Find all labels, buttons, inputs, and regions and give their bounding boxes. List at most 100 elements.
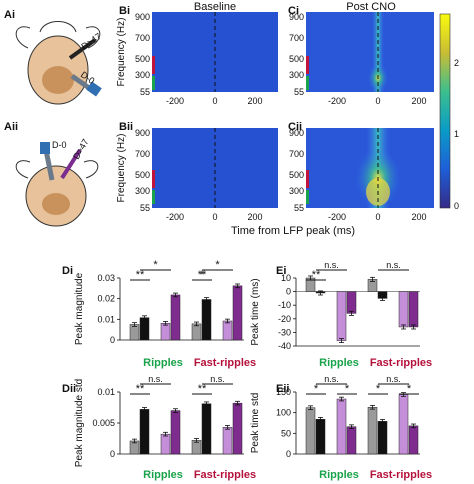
bar (222, 320, 233, 341)
svg-text:0: 0 (375, 96, 380, 106)
bar (346, 426, 357, 455)
y-axis-label: Peak time (ms) (250, 278, 261, 345)
svg-text:200: 200 (247, 96, 262, 106)
y-tick-label: 0.03 (97, 273, 115, 283)
group-label: Ripples (319, 357, 359, 369)
panel-label-eii: Eii (276, 383, 289, 395)
panel-label-cii: Cii (288, 121, 302, 133)
chart-dii: 0.01 0.005 0 Peak magnitude std Ripples Fast-… (74, 374, 256, 481)
sig-label: n.s. (324, 260, 339, 270)
svg-text:900: 900 (289, 128, 304, 138)
svg-text:300: 300 (289, 186, 304, 196)
svg-text:-200: -200 (328, 96, 346, 106)
colorbar-ticks: 2 1 0 (454, 58, 459, 211)
colorbar (439, 13, 451, 209)
y-axis-label: Peak magnitude (74, 272, 85, 345)
y-tick-label: -40 (278, 341, 291, 351)
svg-text:500: 500 (289, 54, 304, 64)
y-tick-label: 0 (110, 335, 115, 345)
mouse-illustration-bottom: D-0 D>47 (15, 137, 99, 227)
panel-label-dii: Dii (62, 383, 76, 395)
chart-eii: 150 100 50 0 Peak time std Ripples Fast-ripple… (250, 374, 432, 481)
band-markers (152, 56, 309, 204)
bar (170, 294, 181, 341)
svg-text:500: 500 (289, 170, 304, 180)
spectrogram-bi (152, 12, 278, 92)
svg-text:1: 1 (454, 129, 459, 139)
y-tick-label: 0 (286, 449, 291, 459)
panel-label-bii: Bii (119, 121, 133, 133)
svg-text:500: 500 (135, 54, 150, 64)
panel-label-ai: Ai (4, 9, 15, 21)
sig-label: n.s. (386, 374, 401, 384)
svg-text:55: 55 (140, 87, 150, 97)
sig-label: n.s. (324, 374, 339, 384)
svg-text:0: 0 (212, 96, 217, 106)
spectrogram-bii (152, 128, 278, 208)
sig-label: n.s. (148, 374, 163, 384)
bar (398, 291, 409, 328)
y-tick-label: 100 (276, 408, 291, 418)
sig-label: * (153, 259, 158, 271)
mouse-illustration-top: D>47 D-0 (15, 21, 103, 105)
svg-text:0: 0 (212, 212, 217, 222)
bar (336, 291, 347, 341)
svg-text:0: 0 (454, 201, 459, 211)
y-tick-label: -10 (278, 300, 291, 310)
spec-yticks-bottom: 900 700 500 300 55 900 700 500 300 55 (135, 128, 304, 213)
y-axis-label: Peak time std (250, 393, 261, 454)
y-tick-label: 0.02 (97, 294, 115, 304)
label-d0-bottom: D-0 (52, 140, 67, 150)
title-baseline: Baseline (194, 1, 236, 13)
sig-label: ** (198, 269, 207, 281)
label-d47-bottom: D>47 (71, 137, 91, 161)
svg-text:300: 300 (289, 70, 304, 80)
title-post-cno: Post CNO (346, 1, 396, 13)
y-tick-label: -20 (278, 314, 291, 324)
bar (160, 323, 171, 341)
group-label: Fast-ripples (370, 357, 432, 369)
svg-text:200: 200 (411, 96, 426, 106)
y-tick-label: 0.005 (92, 418, 115, 428)
sig-label: * (345, 383, 350, 395)
sig-label: n.s. (210, 374, 225, 384)
sig-label: ** (136, 269, 145, 281)
svg-text:55: 55 (294, 203, 304, 213)
group-label: Fast-ripples (194, 357, 256, 369)
bar (232, 402, 243, 455)
sig-label: n.s. (386, 260, 401, 270)
bar (408, 425, 419, 455)
group-label: Ripples (319, 469, 359, 481)
svg-text:900: 900 (135, 12, 150, 22)
bar (201, 403, 212, 455)
spec-xlabel: Time from LFP peak (ms) (231, 225, 355, 237)
sig-label: * (376, 383, 381, 395)
sig-label: ** (136, 383, 145, 395)
sig-label: * (200, 269, 205, 281)
bar (398, 394, 409, 455)
svg-text:55: 55 (294, 87, 304, 97)
svg-text:55: 55 (140, 203, 150, 213)
sig-label: * (407, 383, 412, 395)
bar (191, 323, 202, 341)
sig-label: * (314, 383, 319, 395)
svg-text:700: 700 (135, 33, 150, 43)
svg-text:900: 900 (289, 12, 304, 22)
y-tick-label: 0.01 (97, 387, 115, 397)
bar (201, 299, 212, 341)
panel-label-aii: Aii (4, 121, 18, 133)
bar (232, 285, 243, 341)
chart-ei: 10 0 -10 -20 -30 -40 Peak time (ms) Ripples Fast… (250, 260, 432, 369)
group-label: Ripples (143, 469, 183, 481)
sig-label: * (215, 259, 220, 271)
svg-text:-200: -200 (328, 212, 346, 222)
bar (129, 324, 140, 341)
svg-text:-200: -200 (166, 212, 184, 222)
svg-text:200: 200 (247, 212, 262, 222)
spec-yticks-top: 900 700 500 300 55 900 700 500 300 55 (135, 12, 304, 97)
sig-label: ** (198, 383, 207, 395)
y-tick-label: 0.01 (97, 314, 115, 324)
y-tick-label: -30 (278, 327, 291, 337)
panel-label-ei: Ei (276, 265, 286, 277)
